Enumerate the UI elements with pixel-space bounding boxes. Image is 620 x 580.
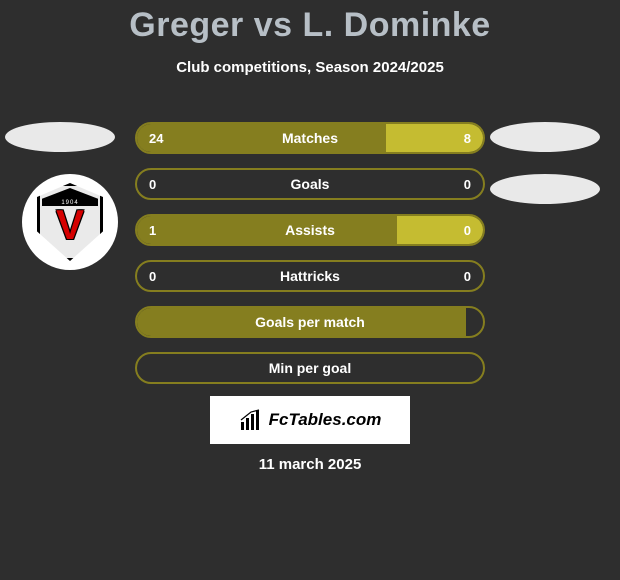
player-right-club-placeholder [490,174,600,204]
stats-comparison: Matches248Goals00Assists10Hattricks00Goa… [135,122,485,398]
stat-value-right: 0 [464,170,471,198]
chart-icon [239,408,263,432]
stat-label: Hattricks [137,262,483,290]
stat-label: Assists [137,216,483,244]
club-letter: V [40,186,100,258]
stat-row: Hattricks0 0 [135,260,485,292]
branding-logo: FcTables.com [210,396,410,444]
branding-text: FcTables.com [269,410,382,430]
stat-value-left: 0 [149,170,156,198]
date: 11 march 2025 [0,456,620,473]
stat-value-right: 8 [464,124,471,152]
stat-row: Matches24 8 [135,122,485,154]
stat-row: Assists1 0 [135,214,485,246]
stat-label: Goals per match [137,308,483,336]
stat-value-right: 0 [464,262,471,290]
stat-value-left: 1 [149,216,156,244]
stat-label: Matches [137,124,483,152]
stat-label: Goals [137,170,483,198]
stat-value-left: 0 [149,262,156,290]
player-left-club-badge: 1904 V [22,174,118,270]
stat-value-left: 24 [149,124,163,152]
player-left-photo-placeholder [5,122,115,152]
subtitle: Club competitions, Season 2024/2025 [0,59,620,76]
player-right-photo-placeholder [490,122,600,152]
stat-label: Min per goal [137,354,483,382]
stat-value-right: 0 [464,216,471,244]
page-title: Greger vs L. Dominke [0,0,620,45]
stat-row: Goals0 0 [135,168,485,200]
stat-row: Goals per match [135,306,485,338]
stat-row: Min per goal [135,352,485,384]
